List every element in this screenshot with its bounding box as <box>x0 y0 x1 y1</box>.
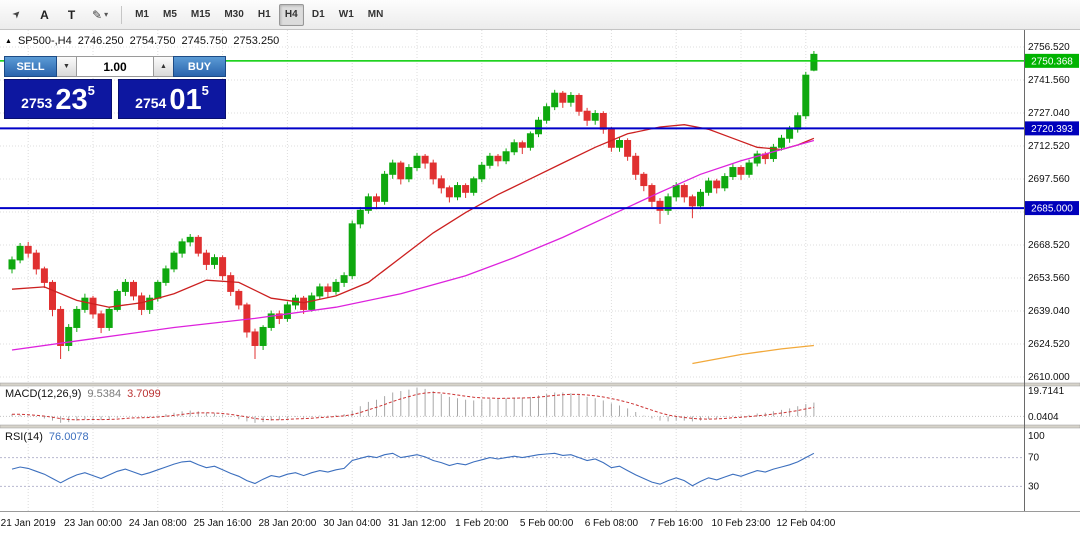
svg-text:2668.520: 2668.520 <box>1028 240 1070 251</box>
svg-text:2639.040: 2639.040 <box>1028 306 1070 317</box>
svg-text:25 Jan 16:00: 25 Jan 16:00 <box>194 518 252 529</box>
macd-name: MACD(12,26,9) <box>5 388 82 400</box>
svg-text:31 Jan 12:00: 31 Jan 12:00 <box>388 518 446 529</box>
drawing-tools-button[interactable]: ✎ ▾ <box>86 4 114 26</box>
svg-text:2624.520: 2624.520 <box>1028 339 1070 350</box>
buy-price-sup: 5 <box>201 83 209 98</box>
svg-text:2750.368: 2750.368 <box>1031 56 1073 67</box>
svg-text:2685.000: 2685.000 <box>1031 204 1073 215</box>
trade-prices-row: 2753 23 5 2754 01 5 <box>4 79 226 119</box>
timeframe-mn-button[interactable]: MN <box>362 4 390 26</box>
pane-splitter[interactable] <box>0 382 1080 387</box>
macd-indicator-label: MACD(12,26,9) 9.5384 3.7099 <box>5 388 161 400</box>
cursor-arrow-icon: ➤ <box>10 7 25 22</box>
svg-text:23 Jan 00:00: 23 Jan 00:00 <box>64 518 122 529</box>
svg-text:2697.560: 2697.560 <box>1028 174 1070 185</box>
pane-splitter[interactable] <box>0 424 1080 429</box>
macd-signal-line <box>11 391 814 421</box>
timeframe-m1-button[interactable]: M1 <box>129 4 155 26</box>
timeframe-w1-button[interactable]: W1 <box>333 4 360 26</box>
timeframe-h1-button[interactable]: H1 <box>252 4 277 26</box>
svg-text:100: 100 <box>1028 431 1045 442</box>
svg-text:30: 30 <box>1028 481 1040 492</box>
cursor-tool-button[interactable]: ➤ <box>5 4 30 26</box>
low-value: 2745.750 <box>181 35 228 47</box>
symbol-period-label: SP500-,H4 <box>17 35 72 47</box>
chart-area: 2756.520 2741.560 2727.040 2712.520 2697.560… <box>0 30 1080 537</box>
timeframe-m30-button[interactable]: M30 <box>218 4 249 26</box>
sell-button[interactable]: SELL <box>4 56 57 77</box>
price-badge <box>1025 121 1079 136</box>
svg-text:19.7141: 19.7141 <box>1028 386 1065 397</box>
rsi-value: 76.0078 <box>48 431 89 443</box>
open-value: 2746.250 <box>77 35 124 47</box>
sell-price-sup: 5 <box>87 83 95 98</box>
svg-text:70: 70 <box>1028 453 1040 464</box>
time-axis[interactable]: 21 Jan 2019 23 Jan 00:00 24 Jan 08:00 25 Ja… <box>1 518 836 529</box>
timeframe-h4-button[interactable]: H4 <box>278 3 304 26</box>
pencil-icon: ✎ <box>92 7 103 22</box>
timeframe-m5-button[interactable]: M5 <box>157 4 183 26</box>
ma-magenta-line[interactable] <box>11 139 815 351</box>
svg-text:0.0404: 0.0404 <box>1028 412 1059 423</box>
close-value: 2753.250 <box>233 35 280 47</box>
high-value: 2754.750 <box>129 35 176 47</box>
svg-text:10 Feb 23:00: 10 Feb 23:00 <box>712 518 771 529</box>
svg-text:7 Feb 16:00: 7 Feb 16:00 <box>650 518 704 529</box>
price-badge <box>1025 201 1079 216</box>
caret-down-icon: ▾ <box>104 10 109 19</box>
triangle-down-icon: ▼ <box>63 63 70 70</box>
svg-text:30 Jan 04:00: 30 Jan 04:00 <box>323 518 381 529</box>
macd-signal-value: 3.7099 <box>127 388 161 400</box>
rsi-line <box>11 452 815 487</box>
toolbar-separator <box>121 5 123 24</box>
svg-text:2756.520: 2756.520 <box>1028 42 1070 53</box>
svg-text:2727.040: 2727.040 <box>1028 108 1070 119</box>
price-axis[interactable] <box>1024 30 1080 537</box>
svg-text:24 Jan 08:00: 24 Jan 08:00 <box>129 518 187 529</box>
trade-controls-row: SELL ▼ 1.00 ▲ BUY <box>4 56 226 77</box>
svg-text:12 Feb 04:00: 12 Feb 04:00 <box>776 518 835 529</box>
price-badge <box>1025 53 1079 68</box>
macd-histogram <box>11 387 815 423</box>
buy-price-prefix: 2754 <box>135 95 167 111</box>
svg-text:2720.393: 2720.393 <box>1031 124 1073 135</box>
svg-text:1 Feb 20:00: 1 Feb 20:00 <box>455 518 509 529</box>
rsi-indicator-label: RSI(14) 76.0078 <box>5 431 89 443</box>
one-click-trading-panel: SELL ▼ 1.00 ▲ BUY 2753 23 5 2754 01 5 <box>4 56 226 119</box>
text-label-button[interactable]: T <box>59 4 84 26</box>
svg-text:2610.000: 2610.000 <box>1028 372 1070 383</box>
chart-marker-icon: ▲ <box>5 37 12 45</box>
svg-text:2653.560: 2653.560 <box>1028 273 1070 284</box>
timeframe-d1-button[interactable]: D1 <box>306 4 331 26</box>
triangle-up-icon: ▲ <box>160 63 167 70</box>
text-annotation-button[interactable]: A <box>32 4 57 26</box>
svg-text:5 Feb 00:00: 5 Feb 00:00 <box>520 518 574 529</box>
volume-input[interactable]: 1.00 <box>76 56 154 77</box>
volume-decrease-button[interactable]: ▼ <box>57 56 76 77</box>
macd-main-value: 9.5384 <box>87 388 122 400</box>
rsi-name: RSI(14) <box>5 431 43 443</box>
price-chart-canvas[interactable]: 2756.520 2741.560 2727.040 2712.520 2697.560… <box>0 30 1080 537</box>
buy-price-big: 01 <box>169 84 202 116</box>
sell-price-prefix: 2753 <box>21 95 53 111</box>
svg-text:28 Jan 20:00: 28 Jan 20:00 <box>258 518 316 529</box>
svg-text:6 Feb 08:00: 6 Feb 08:00 <box>585 518 639 529</box>
ma-orange-line[interactable] <box>692 344 814 365</box>
sell-price-big: 23 <box>55 84 88 116</box>
chart-ohlc-header: ▲ SP500-,H4 2746.250 2754.750 2745.750 2… <box>5 35 279 47</box>
svg-text:2741.560: 2741.560 <box>1028 75 1070 86</box>
volume-increase-button[interactable]: ▲ <box>154 56 173 77</box>
svg-text:21 Jan 2019: 21 Jan 2019 <box>1 518 56 529</box>
buy-button[interactable]: BUY <box>173 56 226 77</box>
ma-red-line[interactable] <box>11 124 815 308</box>
candles-layer <box>8 50 818 359</box>
chart-toolbar: ➤ A T ✎ ▾ M1 M5 M15 M30 H1 H4 D1 W1 MN <box>0 0 1080 30</box>
sell-price-display[interactable]: 2753 23 5 <box>4 79 112 119</box>
svg-text:2712.520: 2712.520 <box>1028 141 1070 152</box>
buy-price-display[interactable]: 2754 01 5 <box>118 79 226 119</box>
timeframe-m15-button[interactable]: M15 <box>185 4 216 26</box>
